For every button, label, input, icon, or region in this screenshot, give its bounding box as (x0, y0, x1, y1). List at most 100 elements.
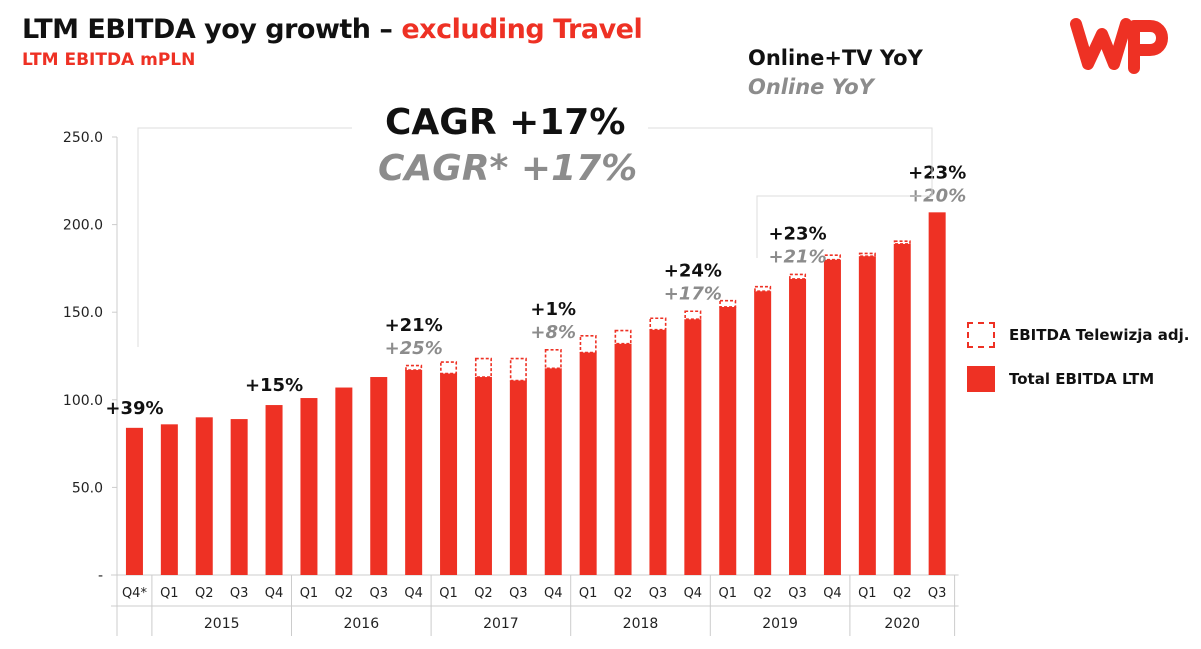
yoy-key-online-tv: Online+TV YoY (748, 46, 923, 70)
bar-total (509, 380, 527, 575)
legend-item-adj: EBITDA Telewizja adj. (967, 322, 1189, 348)
x-tick-label: Q1 (160, 586, 179, 601)
x-tick-label: Q2 (474, 586, 493, 601)
y-tick-label: 100.0 (63, 393, 103, 409)
bar-total (789, 278, 807, 575)
bar-total (579, 352, 597, 575)
wp-logo (1070, 18, 1168, 74)
x-group-label: 2017 (483, 616, 519, 632)
bar-adj (684, 310, 702, 321)
growth-bracket (756, 195, 932, 258)
bar-adj (649, 317, 667, 331)
x-tick-label: Q1 (718, 586, 737, 601)
bar-total (649, 329, 667, 575)
bar-adj (474, 357, 492, 378)
bar-total (405, 370, 423, 575)
legend-item-total: Total EBITDA LTM (967, 366, 1154, 392)
cagr-sub: CAGR* +17% (378, 148, 638, 189)
bar-total (230, 419, 248, 575)
annotation-sub: +17% (664, 283, 722, 304)
bar-adj (579, 334, 597, 354)
title-accent: excluding Travel (401, 14, 643, 45)
x-tick-label: Q2 (753, 586, 772, 601)
annotation-sub: +8% (530, 322, 576, 343)
x-tick-label: Q4 (404, 586, 423, 601)
page-title: LTM EBITDA yoy growth – excluding Travel (22, 14, 643, 45)
annotation-sub: +25% (385, 338, 443, 359)
x-tick-label: Q3 (509, 586, 528, 601)
legend-label-total: Total EBITDA LTM (1009, 370, 1155, 388)
y-tick-label: 200.0 (63, 218, 103, 234)
x-tick-label: Q3 (928, 586, 947, 601)
bar-total (544, 368, 562, 575)
bar-total (125, 427, 143, 575)
y-tick-label: 250.0 (63, 130, 103, 146)
bar-total (265, 405, 283, 575)
bar-total (300, 398, 318, 575)
legend-swatch-adj (967, 322, 995, 348)
x-tick-label: Q2 (195, 586, 214, 601)
x-tick-label: Q2 (893, 586, 912, 601)
bar-adj (440, 361, 458, 375)
bar-total (335, 387, 353, 575)
bar-adj (614, 329, 632, 345)
cagr-bracket-right (648, 127, 933, 196)
bar-total (440, 373, 458, 575)
annotation-main: +23% (908, 162, 966, 183)
y-tick-label: - (98, 568, 103, 584)
annotation-main: +24% (664, 260, 722, 281)
x-group-label: 2020 (884, 616, 920, 632)
bar-adj (544, 348, 562, 370)
bar-adj (789, 273, 807, 280)
bar-total (928, 212, 946, 575)
x-tick-label: Q3 (230, 586, 249, 601)
cagr-bracket-left (137, 127, 352, 347)
annotation-main: +1% (530, 299, 576, 320)
x-tick-label: Q3 (649, 586, 668, 601)
annotation-main: +23% (768, 224, 826, 245)
x-tick-label: Q1 (300, 586, 319, 601)
x-tick-label: Q1 (858, 586, 877, 601)
yoy-key-online: Online YoY (748, 75, 874, 99)
bar-adj (858, 252, 876, 257)
bar-total (370, 377, 388, 575)
bar-total (614, 343, 632, 575)
bar-adj (509, 357, 527, 382)
bar-total (823, 259, 841, 575)
page-subtitle: LTM EBITDA mPLN (22, 50, 196, 70)
x-tick-label: Q4* (122, 586, 148, 601)
y-tick-label: 150.0 (63, 305, 103, 321)
bar-adj (823, 254, 841, 261)
annotation-main: +15% (245, 375, 303, 396)
x-tick-label: Q4 (544, 586, 563, 601)
x-group-label: 2018 (623, 616, 659, 632)
legend-label-adj: EBITDA Telewizja adj. (1009, 326, 1190, 344)
x-tick-label: Q3 (788, 586, 807, 601)
bar-adj (893, 240, 911, 245)
x-group-label: 2019 (762, 616, 798, 632)
x-tick-label: Q3 (369, 586, 388, 601)
bar-total (195, 417, 213, 575)
bar-adj (719, 299, 737, 308)
annotation-sub: +20% (908, 185, 966, 206)
annotation-main: +39% (105, 398, 163, 419)
x-tick-label: Q4 (823, 586, 842, 601)
x-group-label: 2016 (343, 616, 379, 632)
bar-adj (754, 285, 772, 292)
x-tick-label: Q1 (579, 586, 598, 601)
bar-total (160, 424, 178, 575)
cagr-main: CAGR +17% (385, 102, 626, 143)
x-tick-label: Q1 (439, 586, 458, 601)
bar-total (858, 256, 876, 575)
x-tick-label: Q2 (614, 586, 633, 601)
x-group-label: 2015 (204, 616, 240, 632)
title-main: LTM EBITDA yoy growth – (22, 14, 402, 45)
bar-total (474, 377, 492, 575)
annotation-sub: +21% (768, 247, 826, 268)
bar-total (719, 306, 737, 575)
bar-total (893, 243, 911, 575)
annotation-main: +21% (385, 315, 443, 336)
x-tick-label: Q2 (335, 586, 354, 601)
y-tick-label: 50.0 (72, 480, 103, 496)
